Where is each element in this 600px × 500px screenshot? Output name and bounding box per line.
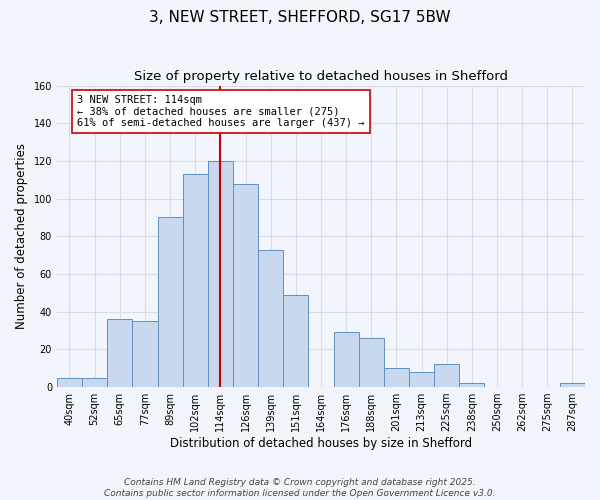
Bar — [409, 372, 434, 387]
Bar — [107, 319, 133, 387]
Text: 3, NEW STREET, SHEFFORD, SG17 5BW: 3, NEW STREET, SHEFFORD, SG17 5BW — [149, 10, 451, 25]
Bar — [57, 378, 82, 387]
Bar — [182, 174, 208, 387]
Bar — [258, 250, 283, 387]
Bar — [334, 332, 359, 387]
Bar — [384, 368, 409, 387]
Bar — [208, 161, 233, 387]
Bar — [233, 184, 258, 387]
Bar — [560, 384, 585, 387]
X-axis label: Distribution of detached houses by size in Shefford: Distribution of detached houses by size … — [170, 437, 472, 450]
Bar — [158, 218, 182, 387]
Text: Contains HM Land Registry data © Crown copyright and database right 2025.
Contai: Contains HM Land Registry data © Crown c… — [104, 478, 496, 498]
Y-axis label: Number of detached properties: Number of detached properties — [15, 144, 28, 330]
Bar — [359, 338, 384, 387]
Bar — [283, 294, 308, 387]
Bar — [459, 384, 484, 387]
Text: 3 NEW STREET: 114sqm
← 38% of detached houses are smaller (275)
61% of semi-deta: 3 NEW STREET: 114sqm ← 38% of detached h… — [77, 95, 365, 128]
Bar — [434, 364, 459, 387]
Title: Size of property relative to detached houses in Shefford: Size of property relative to detached ho… — [134, 70, 508, 83]
Bar — [82, 378, 107, 387]
Bar — [133, 321, 158, 387]
